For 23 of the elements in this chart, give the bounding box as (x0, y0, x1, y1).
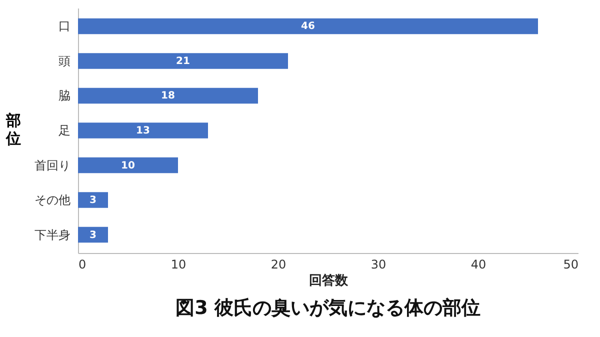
x-tick-label: 30 (370, 258, 386, 272)
data-label: 3 (90, 230, 97, 241)
text: 図3 彼氏の臭いが気になる体の部位 (176, 297, 480, 319)
y-axis-title: 部位 (5, 112, 21, 148)
x-tick-label: 0 (78, 258, 86, 272)
y-tick-label: 脇 (58, 88, 70, 103)
x-tick-label: 20 (270, 258, 286, 272)
data-label: 3 (90, 195, 97, 206)
x-tick-label: 40 (470, 258, 486, 272)
data-label: 10 (121, 160, 135, 172)
y-tick-label: 頭 (58, 54, 70, 68)
data-label: 46 (301, 21, 315, 32)
data-label: 13 (136, 126, 150, 136)
data-label: 21 (176, 56, 190, 67)
x-axis-title: 回答数 (309, 274, 349, 288)
y-tick-label: 首回り (34, 158, 70, 172)
y-tick-label: 口 (58, 19, 70, 34)
x-tick-label: 10 (170, 258, 186, 272)
y-tick-label: 下半身 (34, 228, 70, 242)
data-label: 18 (161, 90, 175, 102)
x-tick-label: 50 (563, 258, 578, 272)
y-tick-label: その他 (34, 193, 70, 208)
y-tick-label: 足 (58, 124, 70, 138)
